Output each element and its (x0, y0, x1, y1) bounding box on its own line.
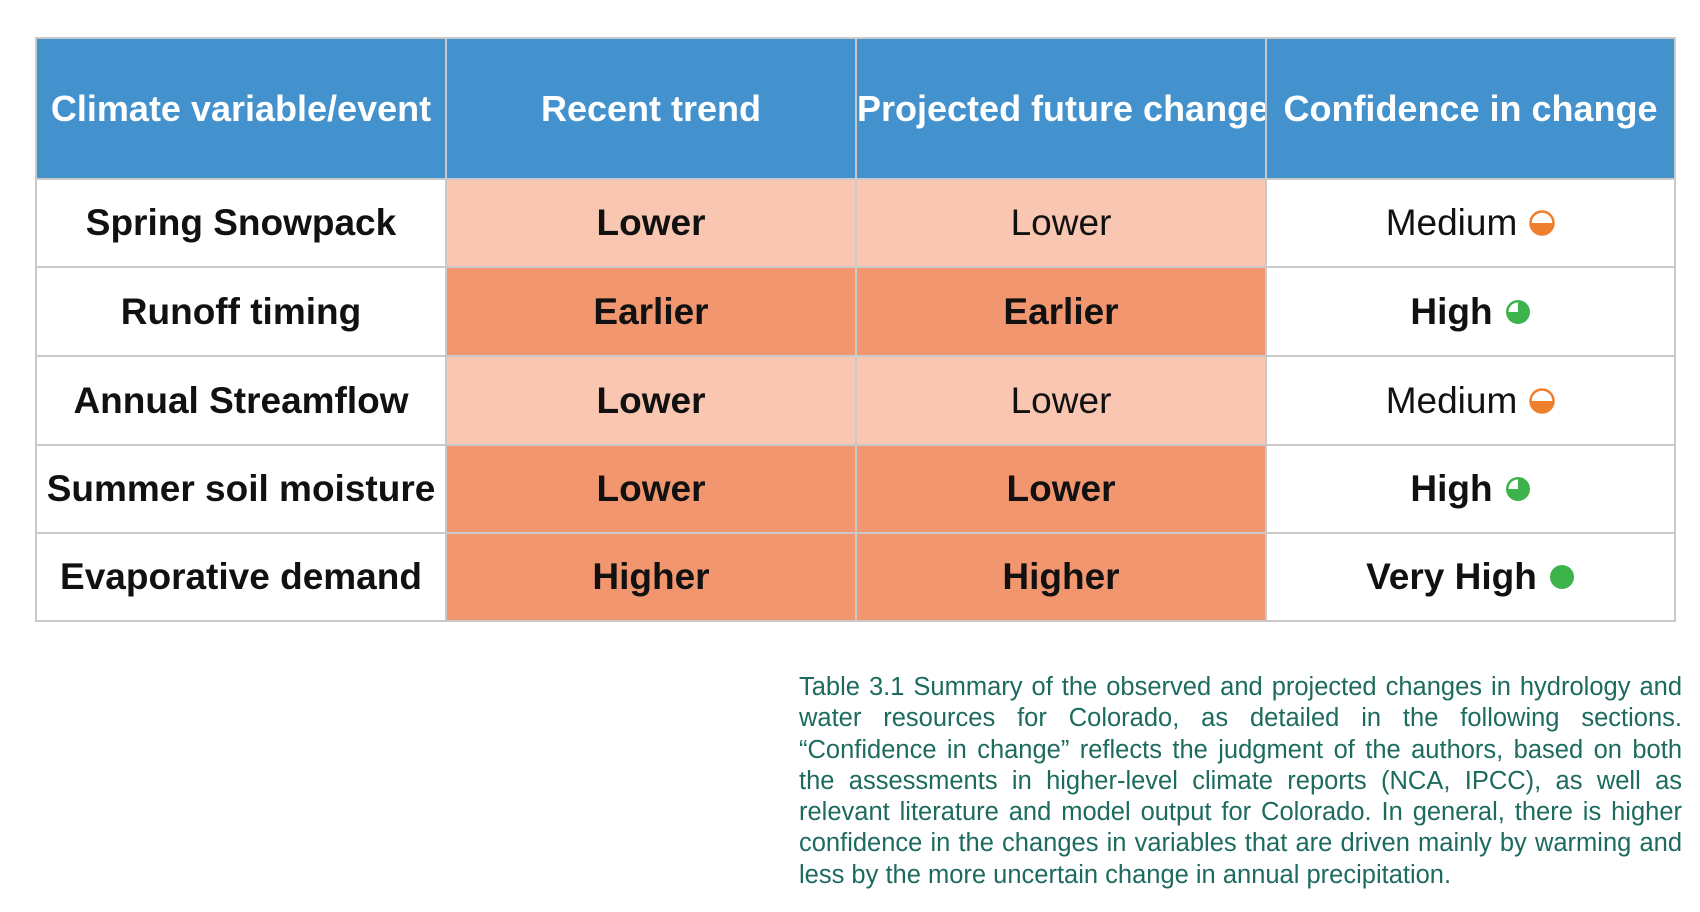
half-circle-orange-icon (1529, 210, 1556, 236)
three-quarter-circle-green-icon (1505, 299, 1530, 324)
table-caption: Table 3.1 Summary of the observed and pr… (799, 673, 1682, 889)
confidence-cell: High (1265, 266, 1676, 357)
table-row: Evaporative demand Higher Higher Very Hi… (35, 532, 1676, 622)
variable-cell: Evaporative demand (35, 532, 447, 622)
confidence-cell: Very High (1265, 532, 1676, 622)
header-recent-trend: Recent trend (445, 37, 857, 180)
recent-trend-cell: Lower (445, 178, 857, 268)
three-quarter-circle-green-icon (1505, 477, 1530, 501)
table-row: Spring Snowpack Lower Lower Medium (35, 178, 1676, 268)
confidence-label: Medium (1385, 202, 1518, 243)
header-climate-variable: Climate variable/event (35, 37, 447, 180)
header-projected-change: Projected future change (855, 37, 1267, 180)
full-circle-green-icon (1549, 565, 1574, 589)
table-row: Annual Streamflow Lower Lower Medium (35, 355, 1676, 446)
recent-trend-cell: Higher (445, 532, 857, 622)
projected-change-cell: Lower (855, 444, 1267, 534)
table-row: Runoff timing Earlier Earlier High (35, 266, 1676, 357)
confidence-cell: Medium (1265, 178, 1676, 268)
confidence-cell: High (1265, 444, 1676, 534)
variable-cell: Annual Streamflow (35, 355, 447, 446)
header-confidence: Confidence in change (1265, 37, 1676, 180)
projected-change-cell: Lower (855, 178, 1267, 268)
recent-trend-cell: Lower (445, 355, 857, 446)
confidence-label: Medium (1385, 379, 1518, 421)
recent-trend-cell: Lower (445, 444, 857, 534)
summary-table: Climate variable/event Recent trend Proj… (35, 37, 1676, 622)
confidence-cell: Medium (1265, 355, 1676, 446)
table-row: Summer soil moisture Lower Lower High (35, 444, 1676, 534)
recent-trend-cell: Earlier (445, 266, 857, 357)
projected-change-cell: Higher (855, 532, 1267, 622)
variable-cell: Summer soil moisture (35, 444, 447, 534)
variable-cell: Spring Snowpack (35, 178, 447, 268)
variable-cell: Runoff timing (35, 266, 447, 357)
confidence-label: High (1410, 468, 1493, 509)
projected-change-cell: Earlier (855, 266, 1267, 357)
half-circle-orange-icon (1529, 387, 1556, 414)
header-row: Climate variable/event Recent trend Proj… (35, 37, 1676, 180)
projected-change-cell: Lower (855, 355, 1267, 446)
confidence-label: High (1410, 290, 1493, 332)
confidence-label: Very High (1366, 556, 1537, 597)
